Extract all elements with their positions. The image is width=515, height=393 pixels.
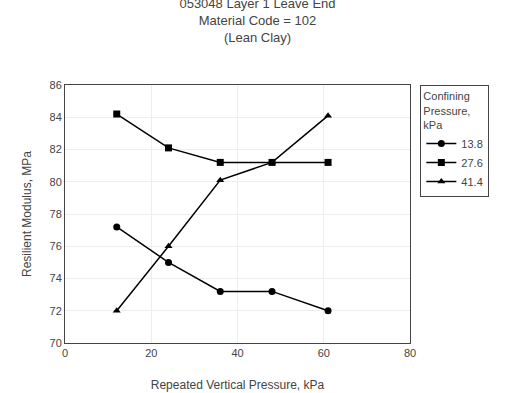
svg-text:86: 86 — [50, 79, 62, 91]
svg-text:78: 78 — [50, 208, 62, 220]
svg-text:41.4: 41.4 — [461, 176, 482, 188]
svg-text:82: 82 — [50, 143, 62, 155]
svg-text:053048 Layer 1 Leave EndMateri: 053048 Layer 1 Leave EndMaterial Code = … — [179, 0, 335, 45]
svg-text:Repeated Vertical Pressure, kP: Repeated Vertical Pressure, kPa — [151, 378, 325, 392]
svg-text:13.8: 13.8 — [461, 138, 482, 150]
svg-text:ConfiningPressure,kPa: ConfiningPressure,kPa — [423, 90, 470, 131]
svg-text:80: 80 — [404, 347, 416, 359]
svg-text:74: 74 — [50, 272, 62, 284]
svg-text:0: 0 — [62, 347, 68, 359]
svg-text:84: 84 — [50, 111, 62, 123]
svg-text:20: 20 — [145, 347, 157, 359]
svg-text:60: 60 — [318, 347, 330, 359]
svg-text:27.6: 27.6 — [461, 157, 482, 169]
svg-text:40: 40 — [231, 347, 243, 359]
svg-text:70: 70 — [50, 337, 62, 349]
svg-text:72: 72 — [50, 305, 62, 317]
svg-text:Resilient Modulus, MPa: Resilient Modulus, MPa — [20, 151, 34, 277]
svg-text:80: 80 — [50, 176, 62, 188]
svg-text:76: 76 — [50, 240, 62, 252]
